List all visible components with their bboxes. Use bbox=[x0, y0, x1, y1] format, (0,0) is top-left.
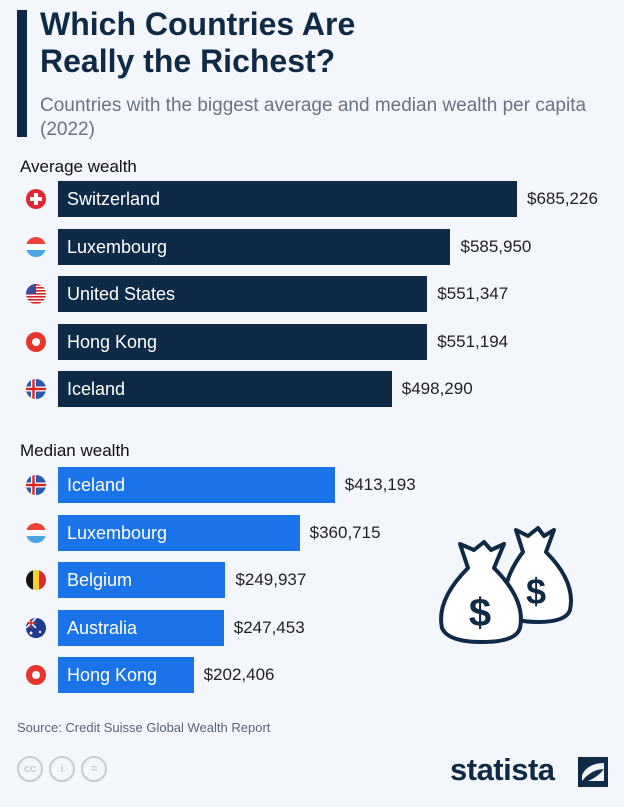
data-label: $551,194 bbox=[437, 331, 509, 351]
bar-label: United States bbox=[67, 284, 176, 305]
bar: Iceland bbox=[58, 467, 335, 503]
data-label: $360,715 bbox=[309, 522, 381, 542]
data-label: $249,937 bbox=[235, 570, 307, 590]
bar-label: Belgium bbox=[67, 570, 133, 591]
svg-text:$: $ bbox=[469, 591, 491, 635]
data-label: $585,950 bbox=[460, 236, 532, 256]
bar: United States bbox=[58, 276, 428, 313]
nd-icon: = bbox=[81, 756, 107, 782]
data-label: $202,406 bbox=[203, 665, 275, 685]
money-bags-icon: $ $ bbox=[439, 526, 573, 644]
title-line-2: Really the Richest? bbox=[40, 43, 336, 79]
bar: Hong Kong bbox=[58, 657, 194, 694]
bar: Switzerland bbox=[58, 181, 517, 217]
bar-label: Australia bbox=[67, 617, 138, 638]
data-label: $498,290 bbox=[401, 379, 473, 399]
bar: Luxembourg bbox=[58, 514, 300, 551]
flag-lu-icon bbox=[26, 236, 46, 257]
bar: Australia bbox=[58, 609, 224, 646]
bar-label: Luxembourg bbox=[67, 236, 168, 257]
bar-label: Switzerland bbox=[67, 189, 161, 209]
title-line-1: Which Countries Are bbox=[40, 6, 356, 42]
flag-is-icon bbox=[26, 379, 46, 400]
bar-label: Hong Kong bbox=[67, 331, 158, 352]
flag-ch-icon bbox=[26, 189, 46, 209]
bar: Belgium bbox=[58, 562, 226, 599]
data-label: $685,226 bbox=[527, 189, 598, 208]
section-label: Median wealth bbox=[20, 441, 130, 460]
license-icons: cc i = bbox=[17, 756, 107, 782]
bar-label: Luxembourg bbox=[67, 522, 168, 543]
section-label: Average wealth bbox=[20, 157, 137, 176]
cc-icon: cc bbox=[17, 756, 43, 782]
bar-label: Hong Kong bbox=[67, 665, 158, 686]
svg-text:$: $ bbox=[526, 571, 546, 612]
flag-hk-icon bbox=[26, 331, 46, 352]
source-note: Source: Credit Suisse Global Wealth Repo… bbox=[17, 720, 271, 735]
flag-hk-icon bbox=[26, 665, 46, 686]
flag-us-icon bbox=[26, 284, 46, 305]
data-label: $551,347 bbox=[437, 284, 509, 304]
edge bbox=[624, 0, 641, 807]
by-icon: i bbox=[49, 756, 75, 782]
bar-label: Iceland bbox=[67, 475, 126, 495]
bar-label: Iceland bbox=[67, 379, 126, 400]
statista-logo-icon bbox=[578, 757, 608, 787]
flag-au-icon bbox=[26, 617, 46, 638]
flag-be-icon bbox=[26, 570, 46, 591]
chart-subtitle: Countries with the biggest average and m… bbox=[40, 95, 587, 140]
bar: Iceland bbox=[58, 371, 392, 408]
bar: Luxembourg bbox=[58, 228, 451, 265]
statista-logo: statista bbox=[450, 752, 555, 787]
data-label: $247,453 bbox=[233, 617, 305, 637]
flag-lu-icon bbox=[26, 522, 46, 543]
title-accent-bar bbox=[17, 10, 27, 137]
flag-is-icon bbox=[26, 475, 46, 495]
data-label: $413,193 bbox=[344, 475, 416, 494]
bar: Hong Kong bbox=[58, 323, 428, 360]
chart-title: Which Countries Are Really the Richest? bbox=[40, 6, 355, 80]
